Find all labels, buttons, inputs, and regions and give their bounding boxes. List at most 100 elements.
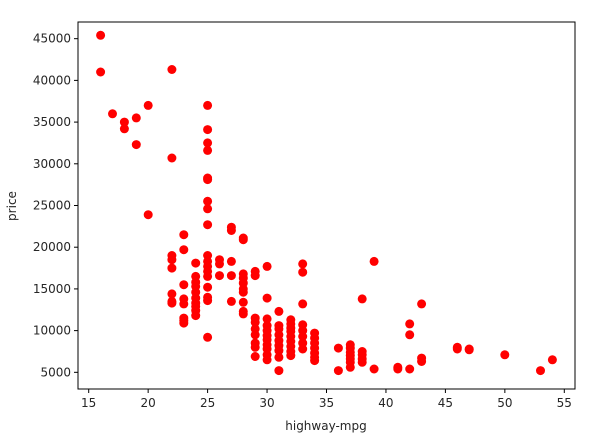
- data-point: [179, 280, 189, 290]
- data-point: [167, 255, 177, 265]
- data-point: [203, 220, 213, 230]
- data-point: [250, 317, 260, 327]
- data-point: [405, 319, 415, 329]
- data-point: [203, 125, 213, 135]
- data-point: [357, 357, 367, 367]
- data-point: [262, 355, 272, 365]
- data-point: [167, 65, 177, 74]
- data-point: [108, 109, 117, 119]
- data-point: [310, 356, 320, 366]
- data-point: [298, 299, 308, 309]
- y-tick-label: 5000: [40, 365, 71, 379]
- data-point: [417, 299, 427, 309]
- data-points: [96, 30, 557, 376]
- x-tick-label: 15: [81, 396, 96, 410]
- data-point: [298, 332, 308, 341]
- data-point: [238, 297, 248, 307]
- data-point: [536, 366, 545, 376]
- data-point: [417, 357, 427, 366]
- data-point: [215, 271, 224, 281]
- data-point: [179, 299, 189, 309]
- data-point: [119, 124, 129, 134]
- data-point: [203, 282, 213, 292]
- x-tick-label: 25: [200, 396, 215, 410]
- data-point: [167, 298, 177, 308]
- data-point: [203, 138, 213, 148]
- data-point: [96, 67, 106, 77]
- data-point: [203, 332, 213, 342]
- x-tick-label: 30: [259, 396, 274, 410]
- x-tick-label: 35: [319, 396, 334, 410]
- data-point: [226, 226, 236, 235]
- data-point: [179, 230, 189, 240]
- y-tick-label: 30000: [33, 157, 71, 171]
- data-point: [345, 362, 355, 372]
- data-point: [250, 271, 260, 281]
- data-point: [226, 296, 236, 306]
- data-point: [119, 117, 129, 127]
- y-tick-label: 20000: [33, 240, 71, 254]
- data-point: [203, 145, 213, 155]
- data-point: [464, 345, 474, 355]
- x-tick-label: 20: [141, 396, 156, 410]
- data-point: [298, 267, 308, 277]
- data-point: [191, 301, 201, 311]
- data-point: [203, 196, 213, 206]
- data-point: [143, 210, 153, 220]
- x-tick-label: 45: [438, 396, 453, 410]
- y-tick-label: 15000: [33, 282, 71, 296]
- data-point: [131, 113, 141, 123]
- data-point: [203, 296, 213, 306]
- data-point: [167, 289, 177, 299]
- data-point: [274, 366, 284, 376]
- data-point: [203, 175, 213, 185]
- x-tick-label: 50: [497, 396, 512, 410]
- data-point: [393, 364, 403, 374]
- data-point: [96, 30, 106, 40]
- data-point: [191, 258, 201, 268]
- data-point: [369, 256, 379, 266]
- data-point: [274, 352, 284, 362]
- data-point: [274, 306, 284, 316]
- data-point: [274, 346, 284, 356]
- data-point: [191, 311, 201, 321]
- data-point: [143, 100, 153, 110]
- data-point: [250, 330, 260, 340]
- data-point: [405, 364, 415, 374]
- data-point: [262, 314, 272, 324]
- data-point: [238, 309, 248, 319]
- y-tick-label: 10000: [33, 324, 71, 338]
- x-axis-title: highway-mpg: [285, 419, 366, 433]
- y-tick-label: 40000: [33, 73, 71, 87]
- x-tick-label: 40: [378, 396, 393, 410]
- data-point: [179, 245, 189, 255]
- data-point: [215, 259, 224, 269]
- data-point: [167, 153, 177, 163]
- y-tick-label: 25000: [33, 199, 71, 213]
- data-point: [405, 330, 415, 340]
- data-point: [357, 294, 367, 304]
- data-point: [500, 350, 510, 360]
- data-point: [298, 344, 308, 354]
- data-point: [131, 140, 141, 150]
- data-point: [250, 352, 260, 361]
- data-point: [226, 256, 236, 266]
- data-point: [250, 342, 260, 352]
- data-point: [203, 100, 213, 110]
- data-point: [286, 351, 296, 361]
- data-point: [369, 364, 379, 374]
- data-point: [238, 235, 248, 245]
- data-point: [547, 355, 557, 365]
- data-point: [333, 343, 343, 353]
- data-point: [179, 316, 189, 326]
- data-point: [238, 287, 248, 297]
- y-tick-label: 45000: [33, 32, 71, 46]
- data-point: [203, 204, 213, 214]
- data-point: [298, 259, 308, 269]
- data-point: [262, 293, 272, 303]
- data-point: [167, 263, 177, 273]
- data-point: [226, 271, 236, 281]
- x-axis-ticks: 15 20 25 30 35 40 45 50 55: [81, 389, 572, 410]
